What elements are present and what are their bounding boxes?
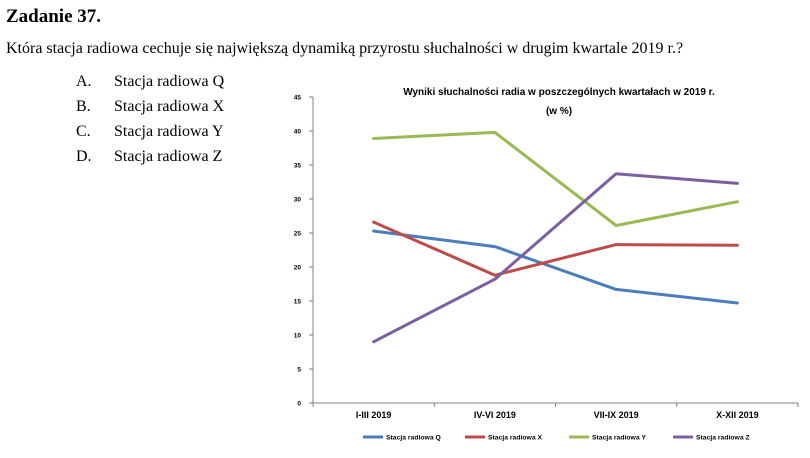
answer-text: Stacja radiowa Z xyxy=(114,148,223,165)
y-tick-label: 10 xyxy=(294,333,302,340)
series-line-stacja-radiowa-q xyxy=(372,229,739,305)
y-tick-label: 40 xyxy=(294,129,302,136)
y-tick-label: 5 xyxy=(297,367,301,374)
answer-option-b: B. Stacja radiowa X xyxy=(76,97,224,122)
legend-label: Stacja radiowa Y xyxy=(592,435,646,442)
x-tick-label: I-III 2019 xyxy=(356,410,392,420)
answer-option-c: C. Stacja radiowa Y xyxy=(76,122,224,147)
answer-list: A. Stacja radiowa Q B. Stacja radiowa X … xyxy=(76,72,224,172)
y-tick-label: 25 xyxy=(294,231,302,238)
y-tick-label: 15 xyxy=(294,299,302,306)
answer-letter: C. xyxy=(76,123,91,140)
chart-title: Wyniki słuchalności radia w poszczególny… xyxy=(403,87,715,98)
x-tick-label: X-XII 2019 xyxy=(716,410,759,420)
answer-text: Stacja radiowa Q xyxy=(114,73,225,90)
chart-subtitle: (w %) xyxy=(546,106,572,117)
question-text: Która stacja radiowa cechuje się najwięk… xyxy=(6,40,684,57)
answer-letter: D. xyxy=(76,148,92,165)
y-tick-label: 0 xyxy=(297,401,301,408)
answer-text: Stacja radiowa X xyxy=(114,98,225,115)
line-chart: Wyniki słuchalności radia w poszczególny… xyxy=(294,87,799,442)
answer-letter: B. xyxy=(76,98,91,115)
x-tick-label: VII-IX 2019 xyxy=(594,410,639,420)
legend-label: Stacja radiowa Z xyxy=(696,435,750,442)
series-line-stacja-radiowa-z xyxy=(372,172,739,344)
task-title: Zadanie 37. xyxy=(6,6,102,27)
series-line-stacja-radiowa-y xyxy=(372,130,739,227)
y-tick-label: 35 xyxy=(294,163,302,170)
y-tick-label: 30 xyxy=(294,197,302,204)
legend-label: Stacja radiowa Q xyxy=(386,435,441,442)
answer-text: Stacja radiowa Y xyxy=(114,123,224,140)
answer-option-a: A. Stacja radiowa Q xyxy=(76,72,224,97)
y-tick-label: 45 xyxy=(294,95,302,102)
legend-label: Stacja radiowa X xyxy=(488,435,542,442)
y-tick-label: 20 xyxy=(294,265,302,272)
answer-option-d: D. Stacja radiowa Z xyxy=(76,147,224,172)
series-line-stacja-radiowa-x xyxy=(372,220,739,277)
x-tick-label: IV-VI 2019 xyxy=(474,410,516,420)
chart-container: Wyniki słuchalności radia w poszczególny… xyxy=(260,80,810,458)
answer-letter: A. xyxy=(76,73,92,90)
